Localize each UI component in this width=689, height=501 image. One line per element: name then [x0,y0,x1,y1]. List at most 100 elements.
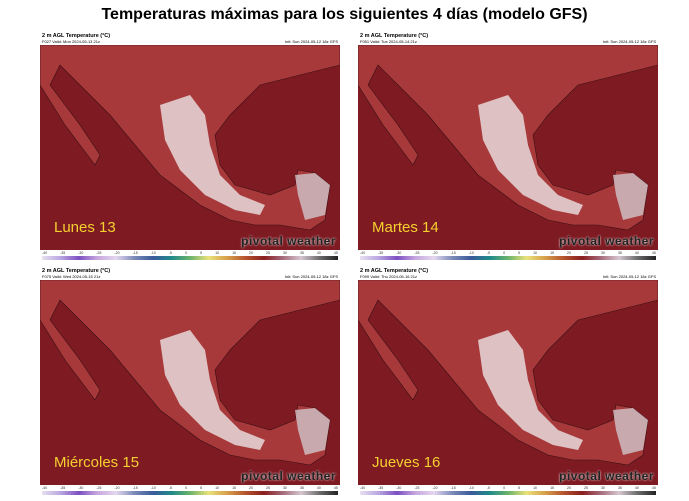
panel-valid-time: F099 Valid: Thu 2024-05-16 21z [360,274,418,279]
colorbar-tick: 20 [567,486,571,490]
colorbar-ticks: -40 -35 -30 -25 -20 -15 -10 -5 0 5 10 15 20 25 30 35 40 4… [360,486,656,490]
colorbar-tick: -30 [396,486,402,490]
colorbar-tick: 25 [584,251,588,255]
colorbar-tick: -25 [414,486,420,490]
panel-init-time: Init: Sun 2024-05-12 18z GFS [284,274,338,279]
colorbar-tick: -5 [168,486,172,490]
colorbar-tick: -15 [132,486,138,490]
brand-logo: pivotal weather [241,469,336,483]
colorbar-tick: -40 [42,251,48,255]
yucatan-area [613,408,648,455]
colorbar-tick: -30 [78,251,84,255]
colorbar-tick: -20 [432,486,438,490]
colorbar-tick: -25 [414,251,420,255]
panel-init-time: Init: Sun 2024-05-12 18z GFS [284,39,338,44]
panel-init-time: Init: Sun 2024-05-12 18z GFS [602,39,656,44]
colorbar-tick: 20 [249,251,253,255]
temperature-map: Miércoles 15 pivotal weather [40,280,340,485]
colorbar-tick: -15 [132,251,138,255]
brand-logo: pivotal weather [241,234,336,248]
day-label: Jueves 16 [372,454,441,471]
highlands-area [160,95,265,215]
colorbar-tick: 30 [282,486,287,490]
colorbar-tick: 30 [600,251,605,255]
map-panel-martes: 2 m AGL Temperature (°C) F051 Valid: Tue… [358,33,658,263]
colorbar-tick: -10 [468,251,474,255]
colorbar-tick: 40 [316,486,321,490]
colorbar-tick: 35 [617,251,622,255]
colorbar-tick: 5 [518,251,521,255]
temperature-map: Martes 14 pivotal weather [358,45,658,250]
colorbar-tick: -5 [168,251,172,255]
colorbar-tick: -30 [78,486,84,490]
colorbar-tick: 15 [550,486,554,490]
map-panel-lunes: 2 m AGL Temperature (°C) F027 Valid: Mon… [40,33,340,263]
map-panel-miercoles: 2 m AGL Temperature (°C) F075 Valid: Wed… [40,268,340,498]
colorbar-ticks: -40 -35 -30 -25 -20 -15 -10 -5 0 5 10 15 20 25 30 35 40 4… [42,486,338,490]
colorbar-tick: 45 [333,486,338,490]
map-panel-jueves: 2 m AGL Temperature (°C) F099 Valid: Thu… [358,268,658,498]
panel-init-time: Init: Sun 2024-05-12 18z GFS [602,274,656,279]
yucatan-area [295,173,330,220]
colorbar-ticks: -40 -35 -30 -25 -20 -15 -10 -5 0 5 10 15 20 25 30 35 40 4… [360,251,656,255]
panel-valid-time: F075 Valid: Wed 2024-05-15 21z [42,274,101,279]
panel-header: 2 m AGL Temperature (°C) [360,33,429,39]
panel-header: 2 m AGL Temperature (°C) [360,268,429,274]
colorbar-tick: 10 [215,486,219,490]
colorbar-tick: -20 [432,251,438,255]
yucatan-area [295,408,330,455]
colorbar-tick: 5 [518,486,521,490]
panel-valid-time: F051 Valid: Tue 2024-05-14 21z [360,39,417,44]
colorbar [42,256,338,260]
colorbar-tick: 5 [200,251,203,255]
colorbar-tick: -15 [450,486,456,490]
colorbar-tick: 45 [651,486,656,490]
colorbar-tick: 0 [503,486,506,490]
colorbar-tick: 40 [634,486,639,490]
colorbar-tick: -5 [486,486,490,490]
colorbar-tick: -35 [60,251,66,255]
colorbar-tick: 15 [232,486,236,490]
colorbar-tick: 35 [299,486,304,490]
colorbar-tick: -40 [360,486,366,490]
colorbar-tick: 40 [316,251,321,255]
colorbar-tick: 10 [215,251,219,255]
brand-logo: pivotal weather [559,469,654,483]
colorbar-tick: -25 [96,251,102,255]
highlands-area [478,95,583,215]
colorbar-tick: -10 [150,251,156,255]
colorbar-tick: 0 [503,251,506,255]
colorbar-tick: 0 [185,486,188,490]
colorbar-tick: -10 [150,486,156,490]
colorbar-tick: 30 [600,486,605,490]
panel-header: 2 m AGL Temperature (°C) [42,33,111,39]
temperature-map: Jueves 16 pivotal weather [358,280,658,485]
colorbar [360,256,656,260]
colorbar-tick: 25 [266,251,270,255]
colorbar-ticks: -40 -35 -30 -25 -20 -15 -10 -5 0 5 10 15 20 25 30 35 40 4… [42,251,338,255]
colorbar-tick: 10 [533,486,537,490]
panel-header: 2 m AGL Temperature (°C) [42,268,111,274]
colorbar-tick: 0 [185,251,188,255]
colorbar-tick: -40 [360,251,366,255]
day-label: Martes 14 [372,219,439,236]
colorbar-tick: 15 [232,251,236,255]
colorbar-tick: 30 [282,251,287,255]
colorbar-tick: 40 [634,251,639,255]
colorbar-tick: 35 [617,486,622,490]
colorbar-tick: -20 [114,251,120,255]
colorbar-tick: -35 [60,486,66,490]
colorbar-tick: -35 [378,486,384,490]
colorbar-tick: -40 [42,486,48,490]
colorbar-tick: 20 [249,486,253,490]
colorbar-tick: 5 [200,486,203,490]
colorbar-tick: 20 [567,251,571,255]
colorbar-tick: -15 [450,251,456,255]
panel-valid-time: F027 Valid: Mon 2024-05-13 21z [42,39,100,44]
brand-logo: pivotal weather [559,234,654,248]
yucatan-area [613,173,648,220]
colorbar-tick: 35 [299,251,304,255]
colorbar-tick: 25 [266,486,270,490]
colorbar [42,491,338,495]
colorbar-tick: 25 [584,486,588,490]
